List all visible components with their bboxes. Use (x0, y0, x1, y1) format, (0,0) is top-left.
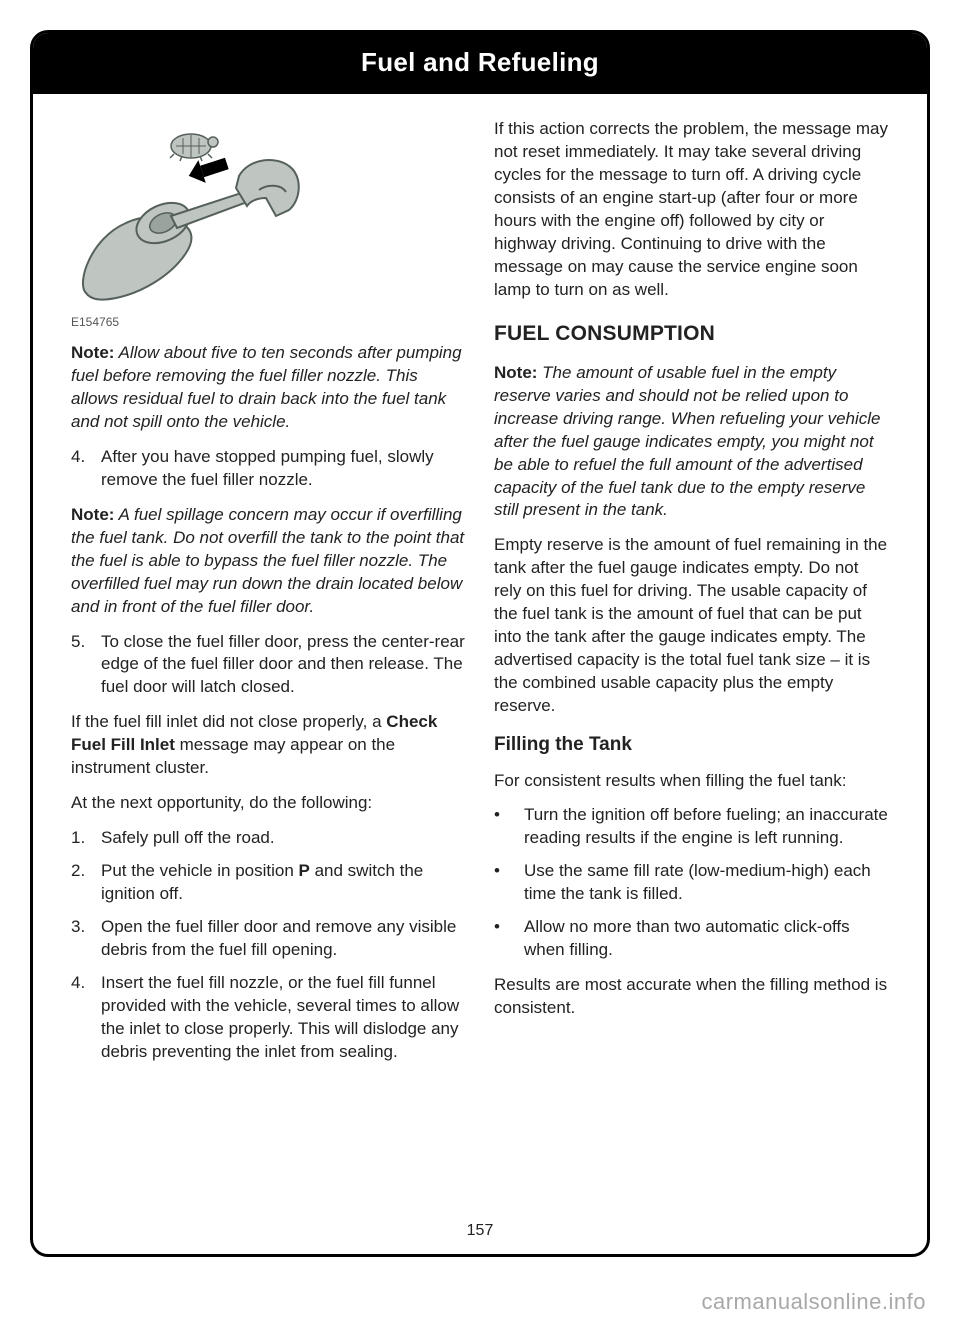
note-2: Note: A fuel spillage concern may occur … (71, 504, 466, 619)
inlet-paragraph-1: If the fuel fill inlet did not close pro… (71, 711, 466, 780)
note-text: The amount of usable fuel in the empty r… (494, 363, 880, 520)
step-text: Insert the fuel fill nozzle, or the fuel… (101, 972, 466, 1064)
paragraph: For consistent results when filling the … (494, 770, 889, 793)
list-item: • Allow no more than two automatic click… (494, 916, 889, 962)
fuel-nozzle-illustration (71, 118, 331, 308)
paragraph: Empty reserve is the amount of fuel rema… (494, 534, 889, 718)
note-1: Note: Allow about five to ten seconds af… (71, 342, 466, 434)
bullet-text: Use the same fill rate (low-medium-high)… (524, 860, 889, 906)
page-header: Fuel and Refueling (33, 33, 927, 94)
content-area: E154765 Note: Allow about five to ten se… (33, 94, 927, 1096)
list-item: 2. Put the vehicle in position P and swi… (71, 860, 466, 906)
note-label: Note: (71, 505, 114, 524)
watermark: carmanualsonline.info (701, 1289, 926, 1315)
page-number: 157 (33, 1222, 927, 1240)
step-text: After you have stopped pumping fuel, slo… (101, 446, 466, 492)
inlet-paragraph-2: At the next opportunity, do the followin… (71, 792, 466, 815)
text: If the fuel fill inlet did not close pro… (71, 712, 386, 731)
fuel-consumption-heading: FUEL CONSUMPTION (494, 320, 889, 348)
step-text: Safely pull off the road. (101, 827, 275, 850)
list-item: 1. Safely pull off the road. (71, 827, 466, 850)
step-number: 3. (71, 916, 101, 962)
illustration-label: E154765 (71, 314, 466, 330)
numbered-steps: 1. Safely pull off the road. 2. Put the … (71, 827, 466, 1063)
page-frame: Fuel and Refueling (30, 30, 930, 1257)
bullet-list: • Turn the ignition off before fueling; … (494, 804, 889, 962)
step-list-a: 4. After you have stopped pumping fuel, … (71, 446, 466, 492)
right-column: If this action corrects the problem, the… (494, 118, 889, 1076)
left-column: E154765 Note: Allow about five to ten se… (71, 118, 466, 1076)
step-text: Put the vehicle in position P and switch… (101, 860, 466, 906)
step-number: 5. (71, 631, 101, 700)
bullet-icon: • (494, 916, 524, 962)
bullet-icon: • (494, 804, 524, 850)
note-label: Note: (494, 363, 537, 382)
list-item: 4. Insert the fuel fill nozzle, or the f… (71, 972, 466, 1064)
note-text: A fuel spillage concern may occur if ove… (71, 505, 464, 616)
page-title: Fuel and Refueling (361, 47, 599, 77)
note-label: Note: (71, 343, 114, 362)
step-text: Open the fuel filler door and remove any… (101, 916, 466, 962)
paragraph: If this action corrects the problem, the… (494, 118, 889, 302)
list-item: 4. After you have stopped pumping fuel, … (71, 446, 466, 492)
step-number: 1. (71, 827, 101, 850)
list-item: • Use the same fill rate (low-medium-hig… (494, 860, 889, 906)
fuel-nozzle-icon (71, 118, 331, 308)
filling-tank-heading: Filling the Tank (494, 732, 889, 758)
list-item: • Turn the ignition off before fueling; … (494, 804, 889, 850)
bullet-icon: • (494, 860, 524, 906)
position-p-label: P (299, 861, 310, 880)
bullet-text: Allow no more than two automatic click-o… (524, 916, 889, 962)
paragraph: Results are most accurate when the filli… (494, 974, 889, 1020)
list-item: 5. To close the fuel filler door, press … (71, 631, 466, 700)
step-number: 4. (71, 446, 101, 492)
text: Put the vehicle in position (101, 861, 299, 880)
step-list-b: 5. To close the fuel filler door, press … (71, 631, 466, 700)
step-number: 4. (71, 972, 101, 1064)
note-text: Allow about five to ten seconds after pu… (71, 343, 462, 431)
note-3: Note: The amount of usable fuel in the e… (494, 362, 889, 523)
step-text: To close the fuel filler door, press the… (101, 631, 466, 700)
list-item: 3. Open the fuel filler door and remove … (71, 916, 466, 962)
step-number: 2. (71, 860, 101, 906)
bullet-text: Turn the ignition off before fueling; an… (524, 804, 889, 850)
